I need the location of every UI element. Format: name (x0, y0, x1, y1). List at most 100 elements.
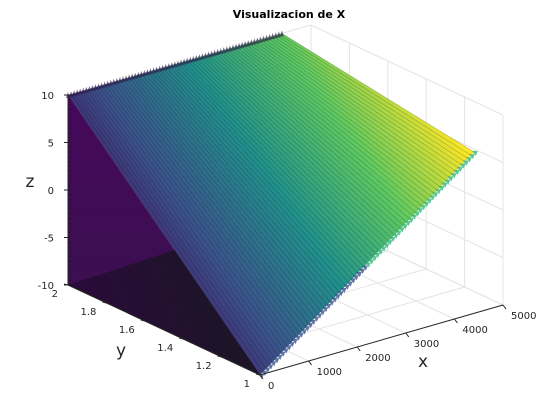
surface-edge-tooth (322, 307, 329, 313)
surface-edge-tooth (426, 198, 433, 204)
surface-edge-tooth (96, 83, 101, 90)
surface-edge-tooth (93, 84, 98, 91)
surface-edge-tooth (462, 160, 469, 166)
surface-mesh-line (119, 79, 313, 322)
surface-edge-tooth (273, 358, 280, 364)
surface-edge-tooth (380, 246, 387, 252)
surface-mesh-line (217, 51, 410, 220)
surface-mesh-line (95, 86, 288, 347)
surface-edge-tooth (371, 256, 378, 262)
y-tick-label: 1.6 (119, 325, 135, 336)
surface-edge-tooth (294, 335, 301, 341)
z-tick-label: -5 (44, 234, 54, 245)
surface-edge-tooth (114, 77, 119, 84)
surface-mesh-line (226, 48, 420, 210)
surface-layer (66, 30, 478, 379)
surface-edge-tooth (102, 81, 107, 88)
axes-layer: 0 1000 2000 3000 4000 5000 1 1.2 1.4 1.6 1.8 2-10 -5… (38, 91, 537, 392)
surface-edge-tooth (81, 87, 86, 94)
surface-mesh-line (141, 73, 334, 299)
surface-edge-tooth (151, 67, 156, 74)
surface-edge-tooth (111, 78, 116, 85)
surface-mesh-line (165, 66, 359, 274)
surface-edge-tooth (224, 46, 229, 53)
surface-edge-tooth (279, 30, 284, 37)
surface-edge-tooth (447, 176, 454, 182)
surface-mesh-line (263, 38, 456, 172)
surface-edge-tooth (108, 79, 113, 86)
surface-edge-tooth (468, 154, 475, 160)
surface-mesh-line (251, 41, 444, 185)
surface-mesh-line (214, 52, 407, 223)
surface-edge-tooth (343, 284, 350, 290)
surface-mesh-line (107, 83, 300, 334)
surface-edge-tooth (392, 233, 399, 239)
surface-edge-tooth (419, 205, 426, 211)
surface-edge-tooth (352, 275, 359, 281)
x-tick-label: 5000 (511, 311, 536, 322)
surface-mesh-line (174, 63, 368, 264)
surface-edge-tooth (319, 310, 326, 316)
surface-edge-tooth (453, 170, 460, 176)
surface-edge-tooth (163, 63, 168, 70)
surface-edge-tooth (264, 367, 271, 373)
x-axis-line (259, 304, 504, 376)
surface-edge-tooth (78, 88, 83, 95)
surface-edge-tooth (288, 342, 295, 348)
surface-edge-tooth (395, 230, 402, 236)
surface-edge-tooth (358, 268, 365, 274)
z-tick-label: -10 (38, 281, 54, 292)
surface-mesh-line (67, 94, 261, 376)
x-tick (502, 304, 507, 310)
y-tick (255, 373, 261, 376)
surface-edge-tooth (337, 291, 344, 297)
surface-edge-tooth (172, 61, 177, 68)
surface-mesh-line (238, 45, 432, 197)
surface-mesh-line (269, 36, 462, 165)
surface-edge-tooth (279, 351, 286, 357)
surface-edge-tooth (145, 69, 150, 76)
y-tick-label: 1 (244, 379, 250, 390)
x-tick-label: 3000 (414, 339, 439, 350)
x-tick (259, 374, 264, 380)
surface-mesh-line (122, 78, 316, 318)
surface-edge-tooth (249, 39, 254, 46)
surface-edge-tooth (136, 71, 141, 78)
surface-edge-tooth (276, 354, 283, 360)
surface-mesh-line (101, 85, 294, 341)
surface-mesh-line (98, 85, 291, 344)
y-axis-line (67, 284, 261, 376)
surface-edge-tooth (72, 90, 77, 97)
surface-mesh-line (257, 40, 450, 178)
surface-mesh-line (171, 64, 365, 267)
surface-top-face (68, 33, 474, 376)
surface-mesh-line (104, 84, 297, 337)
z-axis-label: z (26, 172, 35, 192)
x-axis-label: x (418, 352, 428, 372)
y-tick (179, 337, 184, 340)
surface-edge-tooth (270, 33, 275, 40)
surface-mesh-line (73, 93, 267, 369)
surface-mesh-line (208, 54, 401, 229)
surface-mesh-line (220, 50, 413, 216)
surface-edge-tooth (432, 192, 439, 198)
surface-edge-tooth (303, 326, 310, 332)
surface-edge-tooth (334, 294, 341, 300)
surface-mesh-line (76, 92, 270, 366)
surface-edge-tooth (438, 185, 445, 191)
surface-mesh-line (223, 49, 417, 213)
surface-mesh-line (168, 65, 362, 271)
surface-edge-tooth (331, 297, 338, 303)
surface-mesh-line (162, 67, 355, 277)
surface-edge-tooth (456, 166, 463, 172)
surface-mesh-line (244, 43, 438, 191)
surface-edge-tooth (441, 182, 448, 188)
x-tick (405, 332, 410, 338)
surface-edge-tooth (206, 51, 211, 58)
surface-edge-tooth (340, 287, 347, 293)
surface-mesh-line (156, 69, 349, 283)
surface-mesh-line (232, 47, 426, 204)
surface-mesh-line (202, 56, 395, 236)
surface-edge-tooth (209, 50, 214, 57)
surface-edge-tooth (234, 43, 239, 50)
